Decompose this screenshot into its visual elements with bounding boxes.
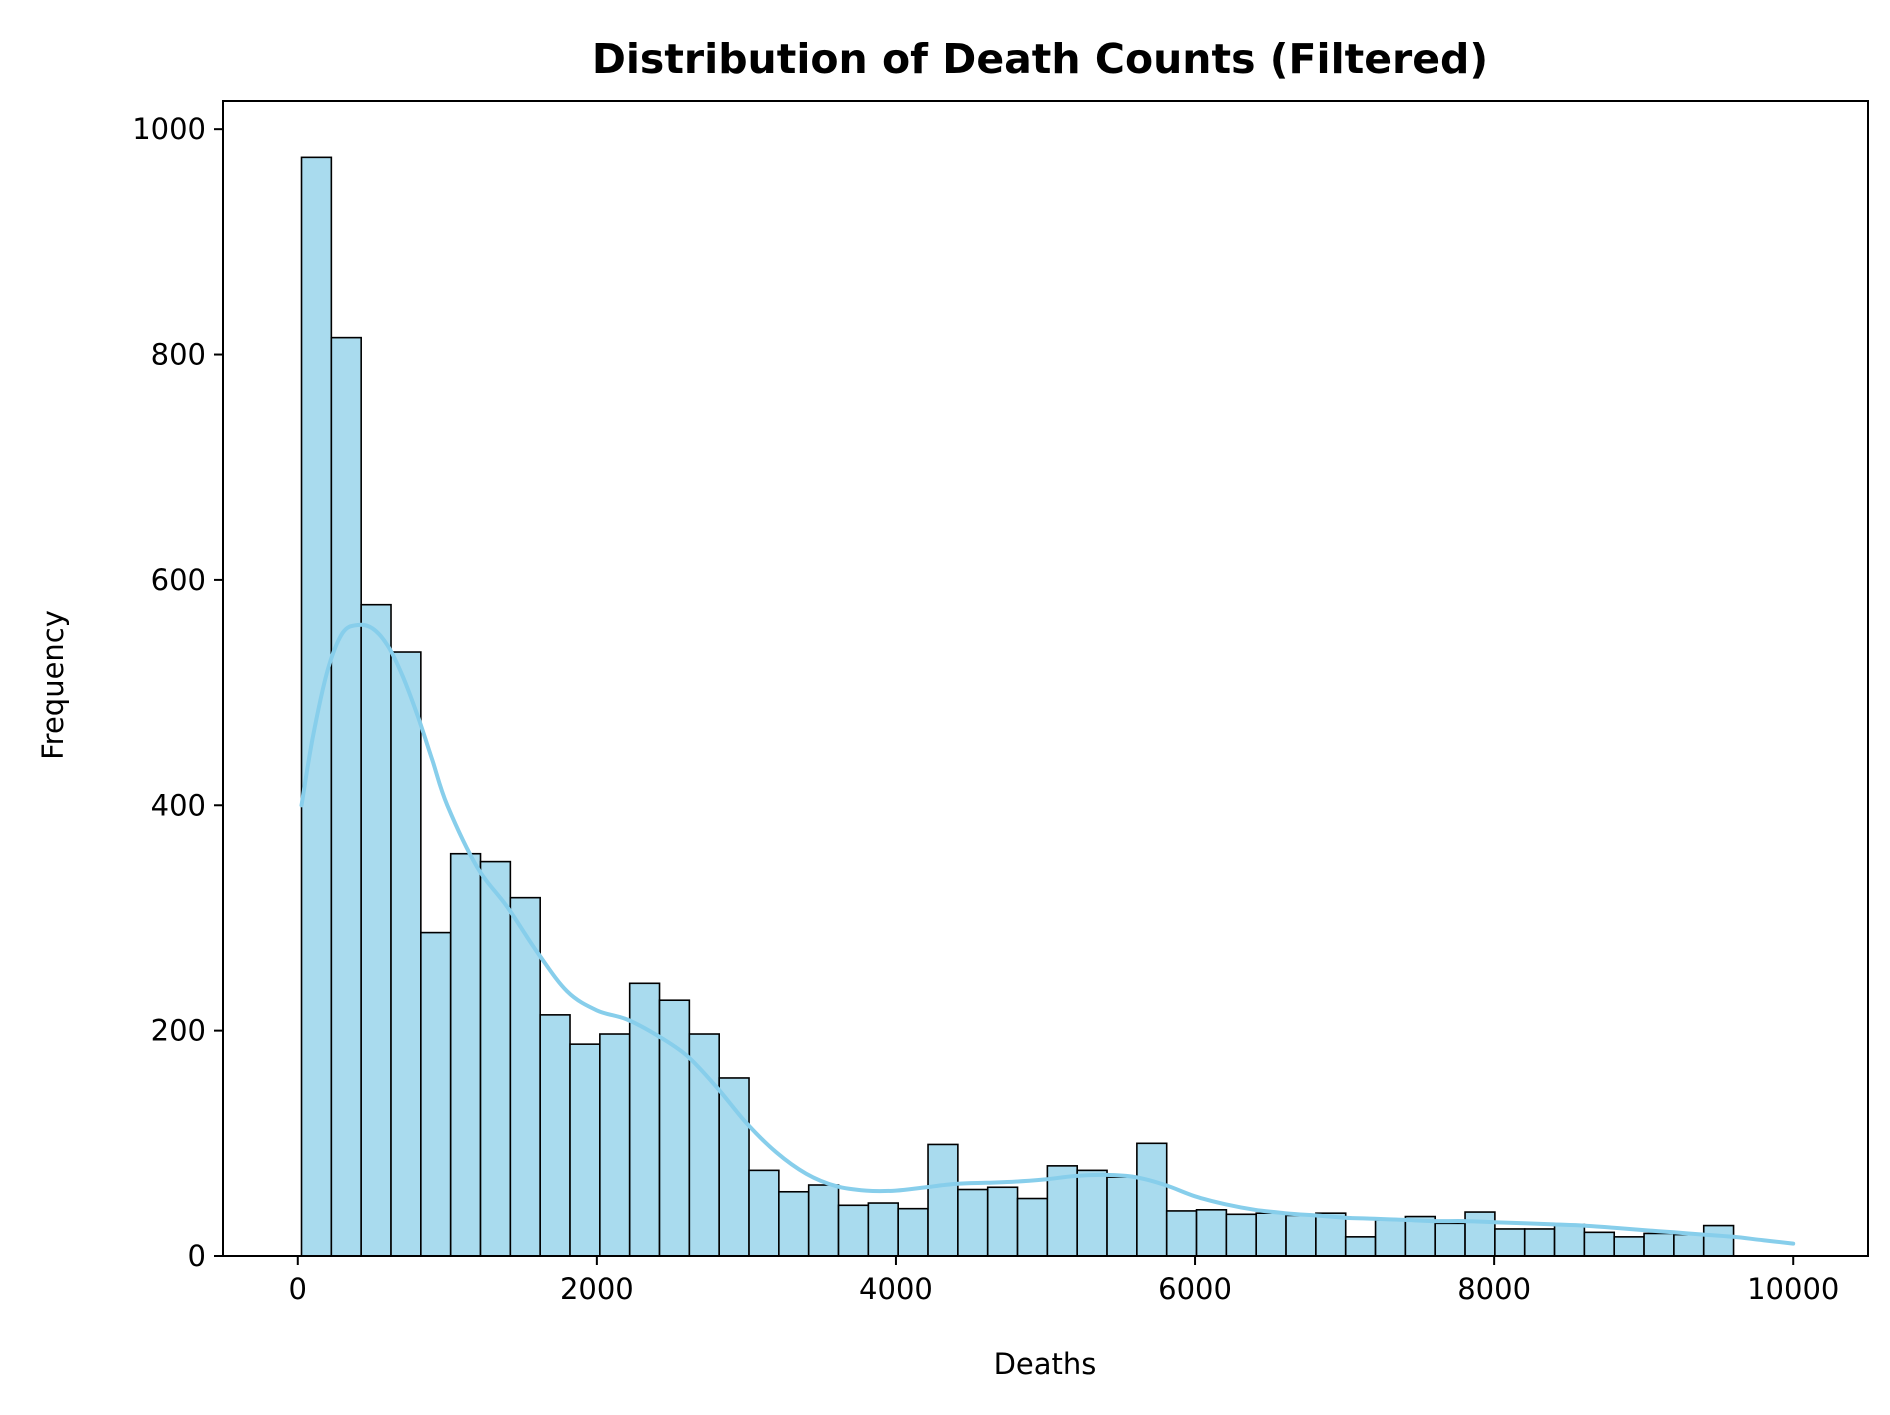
histogram-bar <box>1464 1211 1496 1257</box>
histogram-bar <box>390 651 422 1257</box>
histogram-bar <box>1195 1209 1228 1257</box>
chart-title: Distribution of Death Counts (Filtered) <box>592 35 1488 83</box>
histogram-bar <box>1702 1224 1735 1257</box>
histogram-bar <box>1494 1228 1526 1257</box>
histogram-bar <box>986 1186 1019 1257</box>
histogram-bar <box>807 1184 840 1257</box>
histogram-bar <box>1583 1231 1616 1257</box>
histogram-bar <box>867 1202 899 1257</box>
bars-group <box>300 156 1735 1257</box>
x-tick-label: 8000 <box>1457 1272 1531 1306</box>
histogram-bar <box>449 852 482 1257</box>
histogram-bar <box>300 156 333 1257</box>
kde-curve <box>299 622 1796 1246</box>
x-axis-ticks: 0 2000 4000 6000 8000 10000 <box>289 1256 1839 1306</box>
y-axis-ticks: 0 200 400 600 800 1000 <box>132 112 223 1273</box>
histogram-bar <box>957 1188 989 1257</box>
x-tick-label: 4000 <box>859 1272 933 1306</box>
histogram-bar <box>1374 1219 1407 1257</box>
histogram-bar <box>927 1143 959 1257</box>
histogram-bar <box>718 1077 750 1257</box>
histogram-bar <box>539 1014 571 1257</box>
histogram-bar <box>330 336 362 1257</box>
histogram-bar <box>688 1033 720 1257</box>
histogram-bar <box>479 860 512 1257</box>
histogram-bar <box>1553 1223 1586 1257</box>
histogram-bar <box>1315 1212 1347 1257</box>
histogram-bar <box>1016 1197 1049 1257</box>
plot-frame <box>222 100 1869 1257</box>
histogram-bar <box>509 896 541 1257</box>
histogram-bar <box>1136 1142 1168 1257</box>
y-tick-label: 600 <box>151 563 206 597</box>
x-tick-label: 6000 <box>1158 1272 1232 1306</box>
histogram-bar <box>778 1190 810 1257</box>
histogram-bar <box>1613 1236 1645 1257</box>
histogram-bar <box>1106 1176 1138 1257</box>
histogram-bar <box>837 1204 870 1257</box>
histogram-bar <box>1523 1228 1556 1257</box>
histogram-bar <box>1255 1212 1287 1257</box>
x-tick-label: 0 <box>289 1272 307 1306</box>
histogram-bar <box>1673 1233 1705 1257</box>
histogram-bar <box>1285 1214 1317 1257</box>
y-tick-label: 1000 <box>132 112 206 146</box>
histogram-bar <box>1643 1232 1675 1257</box>
y-tick-label: 200 <box>151 1014 206 1048</box>
histogram-bar <box>360 603 392 1257</box>
x-tick-label: 10000 <box>1747 1272 1839 1306</box>
histogram-bar <box>897 1207 929 1257</box>
histogram-bar <box>1225 1213 1258 1257</box>
y-axis-label: Frequency <box>36 610 70 760</box>
x-tick-label: 2000 <box>560 1272 634 1306</box>
y-tick-label: 800 <box>151 338 206 372</box>
y-tick-label: 0 <box>188 1239 206 1273</box>
x-axis-label: Deaths <box>994 1347 1097 1381</box>
histogram-bar <box>420 931 452 1257</box>
histogram-bar <box>1076 1169 1108 1257</box>
histogram-bar <box>599 1033 631 1257</box>
histogram-bar <box>748 1169 780 1257</box>
histogram-bar <box>1434 1222 1466 1257</box>
y-tick-label: 400 <box>151 788 206 822</box>
histogram-bar <box>569 1043 601 1257</box>
histogram-bar <box>1165 1210 1198 1257</box>
histogram-bar <box>1344 1236 1377 1257</box>
